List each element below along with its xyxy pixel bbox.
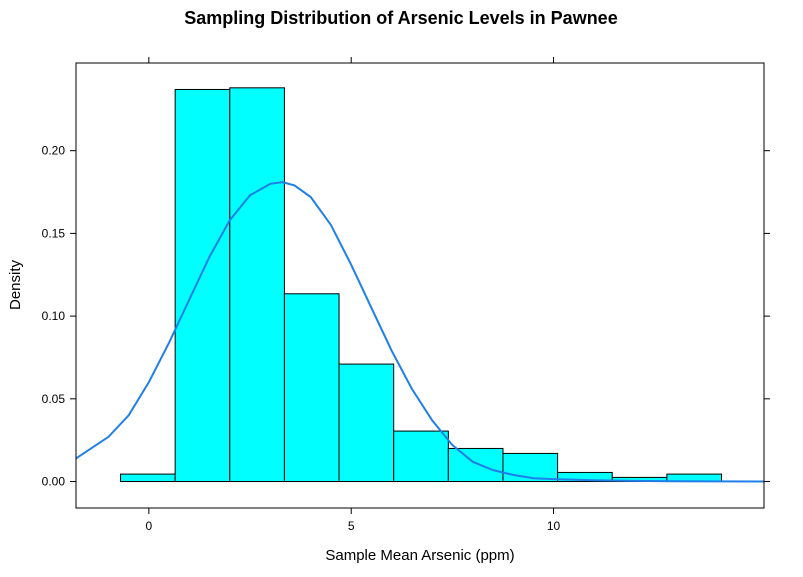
y-tick-label: 0.15 [42,226,66,240]
histogram-bar [283,293,340,483]
histogram-bar [338,363,395,483]
y-axis-ticks: 0.00 0.05 0.10 0.15 0.20 [42,144,770,489]
y-tick-label: 0.05 [42,392,66,406]
plot-frame [75,62,765,509]
histogram-bar [120,473,176,483]
y-tick-label: 0.10 [42,309,66,323]
y-axis-label: Density [7,259,24,310]
x-axis-label: Sample Mean Arsenic (ppm) [325,547,514,564]
y-tick-label: 0.20 [42,144,66,158]
chart-title: Sampling Distribution of Arsenic Levels … [184,8,617,28]
histogram-bar [174,88,231,483]
histogram-bar [229,87,285,483]
x-tick-label: 5 [348,519,355,533]
histogram-bar [393,430,449,483]
histogram-bar [447,447,504,483]
x-tick-label: 10 [547,519,561,533]
x-tick-label: 0 [146,519,153,533]
x-axis-ticks: 0 5 10 [146,57,561,533]
histogram-bars [120,87,723,483]
y-tick-label: 0.00 [42,475,66,489]
density-curve [75,181,765,483]
